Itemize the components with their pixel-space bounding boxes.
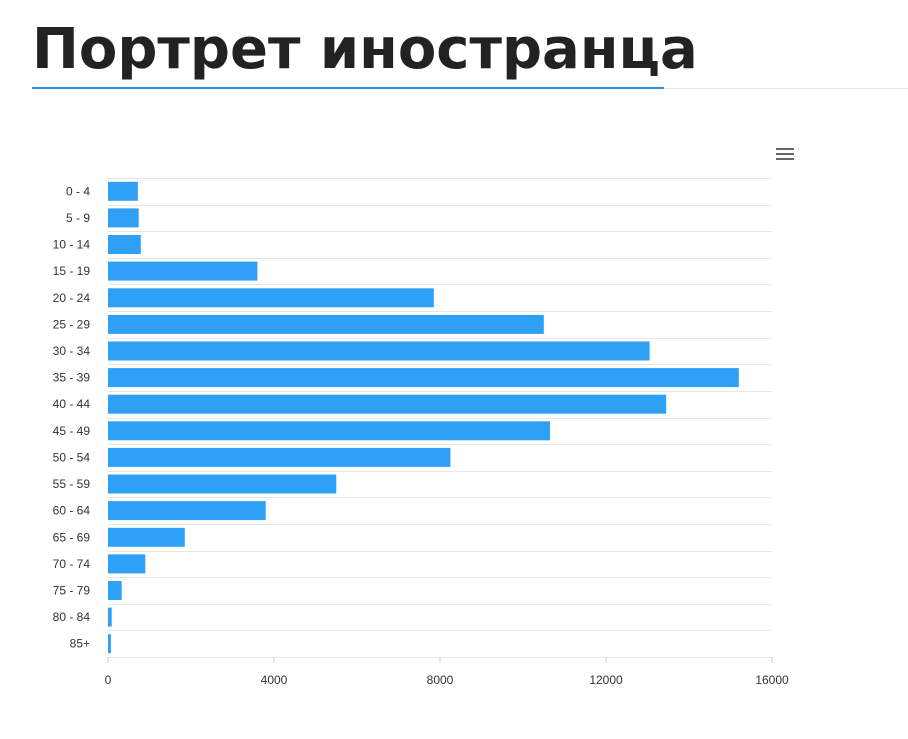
bar[interactable] [108, 501, 266, 521]
page-title: Портрет иностранца [32, 17, 698, 82]
category-label: 30 - 34 [53, 344, 91, 358]
category-label: 0 - 4 [66, 184, 90, 198]
category-label: 10 - 14 [53, 238, 91, 252]
bar[interactable] [108, 341, 650, 361]
x-tick-label: 0 [105, 673, 112, 687]
category-label: 5 - 9 [66, 211, 90, 225]
menu-line [776, 148, 794, 150]
bar[interactable] [108, 607, 112, 627]
bar[interactable] [108, 288, 434, 308]
x-tick-label: 4000 [261, 673, 288, 687]
menu-line [776, 158, 794, 160]
category-labels: 0 - 4 5 - 9 10 - 14 15 - 19 20 - 24 25 - 29 30… [53, 184, 91, 650]
category-label: 20 - 24 [53, 291, 91, 305]
category-label: 85+ [70, 637, 90, 651]
bar[interactable] [108, 181, 138, 201]
grid-lines [108, 178, 772, 658]
bars [108, 181, 739, 654]
category-label: 80 - 84 [53, 610, 91, 624]
bar[interactable] [108, 554, 146, 574]
bar[interactable] [108, 447, 451, 467]
bar[interactable] [108, 394, 667, 414]
bar[interactable] [108, 208, 139, 228]
title-underline [32, 87, 664, 89]
bar[interactable] [108, 581, 122, 600]
x-axis: 0 4000 8000 12000 16000 [105, 657, 789, 687]
x-tick-label: 16000 [755, 673, 789, 687]
category-label: 15 - 19 [53, 264, 91, 278]
x-tick-label: 12000 [589, 673, 623, 687]
category-label: 50 - 54 [53, 450, 91, 464]
bar[interactable] [108, 527, 185, 547]
category-label: 60 - 64 [53, 504, 91, 518]
bar[interactable] [108, 235, 141, 254]
category-label: 55 - 59 [53, 477, 91, 491]
bar[interactable] [108, 421, 550, 441]
category-label: 45 - 49 [53, 424, 91, 438]
category-label: 40 - 44 [53, 397, 91, 411]
category-label: 65 - 69 [53, 530, 91, 544]
bar[interactable] [108, 368, 739, 388]
bar[interactable] [108, 474, 337, 494]
bar[interactable] [108, 634, 111, 654]
hamburger-menu-icon[interactable] [772, 142, 798, 166]
x-tick-label: 8000 [427, 673, 454, 687]
menu-line [776, 153, 794, 155]
bar[interactable] [108, 261, 258, 281]
category-label: 25 - 29 [53, 317, 91, 331]
category-label: 75 - 79 [53, 584, 91, 598]
category-label: 35 - 39 [53, 371, 91, 385]
bar[interactable] [108, 314, 544, 334]
category-label: 70 - 74 [53, 557, 91, 571]
